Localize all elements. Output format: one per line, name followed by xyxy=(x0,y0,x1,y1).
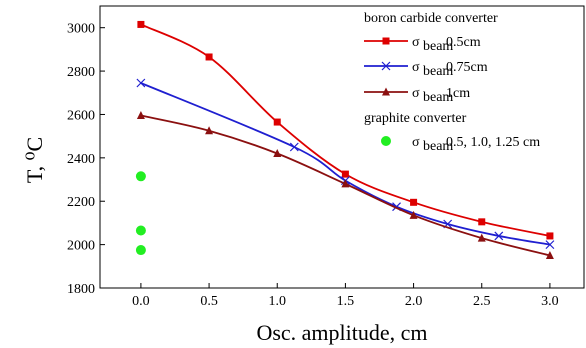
series-layer xyxy=(135,20,555,259)
legend-sigma: σ xyxy=(412,135,420,150)
x-tick-label: 1.0 xyxy=(268,294,286,309)
series-line xyxy=(140,82,551,246)
legend-subscript: beam xyxy=(423,64,453,79)
data-point xyxy=(136,111,145,120)
x-tick-label: 3.0 xyxy=(541,294,559,309)
legend-group-title: graphite converter xyxy=(364,111,467,126)
series-2 xyxy=(136,111,554,259)
marker-stroke xyxy=(392,202,401,212)
data-point xyxy=(341,170,349,178)
legend-marker xyxy=(382,87,390,96)
y-tick-label: 2400 xyxy=(67,152,95,167)
data-point xyxy=(545,240,555,250)
marker-stroke xyxy=(545,240,555,250)
legend-label: 0.75cm xyxy=(446,60,488,75)
legend-marker xyxy=(382,37,390,45)
x-axis-label: Osc. amplitude, cm xyxy=(256,320,427,345)
marker-stroke xyxy=(289,142,299,152)
x-tick-label: 2.5 xyxy=(473,294,491,309)
data-point xyxy=(273,149,282,158)
y-tick-label: 2200 xyxy=(67,195,95,210)
legend-subscript: beam xyxy=(423,90,453,105)
series-1 xyxy=(136,78,555,250)
marker-stroke xyxy=(494,231,504,241)
x-tick-label: 0.0 xyxy=(132,294,150,309)
y-axis-label: T, ⁰C xyxy=(22,137,47,183)
data-point xyxy=(205,126,214,135)
y-tick-label: 3000 xyxy=(67,22,95,37)
legend-label: 1cm xyxy=(446,86,470,101)
x-tick-label: 2.0 xyxy=(405,294,423,309)
data-point xyxy=(135,171,146,182)
legend-sigma: σ xyxy=(412,86,420,101)
data-point xyxy=(545,250,554,259)
series-3 xyxy=(135,171,146,256)
marker-stroke xyxy=(136,78,146,88)
legend-group-title: boron carbide converter xyxy=(364,11,498,26)
marker-stroke xyxy=(381,61,391,71)
legend-marker xyxy=(381,61,391,71)
data-point xyxy=(136,78,146,88)
legend-subscript: beam xyxy=(423,39,453,54)
data-point xyxy=(546,232,554,240)
x-tick-label: 0.5 xyxy=(200,294,218,309)
data-point xyxy=(341,179,350,188)
data-point xyxy=(409,210,418,219)
data-point xyxy=(135,225,146,236)
data-point xyxy=(137,20,145,28)
data-point xyxy=(478,218,486,226)
legend-sigma: σ xyxy=(412,60,420,75)
y-tick-label: 1800 xyxy=(67,282,95,297)
data-point xyxy=(494,231,504,241)
series-line xyxy=(140,23,551,237)
data-point xyxy=(205,53,213,61)
legend-sigma: σ xyxy=(412,35,420,50)
legend-label: 0.5cm xyxy=(446,35,481,50)
x-tick-label: 1.5 xyxy=(337,294,355,309)
plot-frame xyxy=(99,5,585,289)
data-point xyxy=(289,142,299,152)
y-tick-label: 2600 xyxy=(67,108,95,123)
y-tick-label: 2800 xyxy=(67,65,95,80)
y-tick-label: 2000 xyxy=(67,239,95,254)
axis-ticks: 0.0 0.5 1.0 1.5 2.0 2.5 3.0 1800 2000 2200 2400 260… xyxy=(67,22,559,309)
legend-label: 0.5, 1.0, 1.25 cm xyxy=(446,135,540,150)
legend-subscript: beam xyxy=(423,139,453,154)
legend-marker xyxy=(381,136,391,146)
data-point xyxy=(410,198,418,206)
series-0 xyxy=(137,20,554,240)
data-point xyxy=(477,233,486,242)
data-point xyxy=(135,245,146,256)
data-point xyxy=(273,118,281,126)
